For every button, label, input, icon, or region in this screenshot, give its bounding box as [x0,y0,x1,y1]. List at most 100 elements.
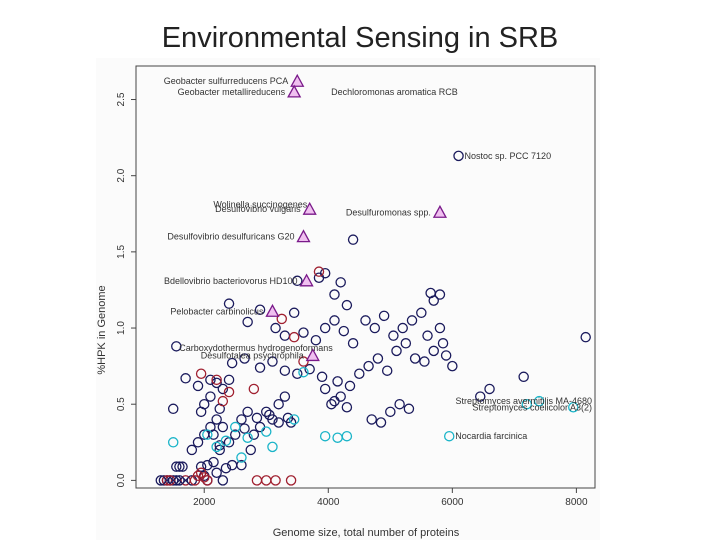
data-point [261,475,272,486]
data-point [372,353,384,364]
data-point [267,441,278,453]
data-point [171,461,182,472]
data-point [360,315,371,326]
data-point [251,475,263,486]
data-point [276,313,288,325]
data-point [205,391,216,402]
highlighted-points [265,73,448,362]
annotation-label: Carboxydothermus hydrogenoformans [179,343,333,353]
data-point [347,234,359,245]
data-point [254,362,266,373]
data-point [279,365,291,376]
highlight-triangle [302,201,317,215]
data-point [288,331,300,343]
x-tick-label: 2000 [193,497,216,508]
data-point [202,429,213,440]
slide-title: Environmental Sensing in SRB [161,22,559,54]
data-point [285,475,297,486]
data-point [202,475,213,486]
data-point [366,414,377,425]
data-point [254,304,266,316]
data-point [474,391,486,402]
data-point [341,402,353,413]
data-point [443,430,455,442]
data-point [220,462,232,474]
data-point [223,386,235,398]
data-point [434,322,446,334]
data-point [391,345,402,357]
highlight-triangle [265,303,280,317]
highlight-triangle [305,348,320,362]
data-point [338,325,350,337]
data-point [316,371,328,383]
data-point [279,391,291,402]
y-axis: 0.0 0.5 1.0 1.5 2.0 2.5 [116,92,136,487]
data-point [326,398,337,410]
scatter-plot-figure: 2000 4000 6000 8000 0.0 0.5 1.0 1.5 2.0 2.5 Geob… [96,58,600,540]
data-point [288,307,300,319]
data-point [453,150,464,162]
data-point [217,395,229,407]
data-point [245,444,256,456]
data-point [239,353,250,364]
data-point [363,360,374,372]
data-point [425,287,436,299]
data-point [195,368,207,379]
data-point [341,430,353,442]
x-tick-label: 8000 [565,497,588,508]
data-point [580,331,591,343]
data-point [319,430,331,442]
data-point [273,398,284,410]
data-point [518,371,529,383]
data-point [202,459,213,471]
data-point [406,315,418,326]
data-point [521,398,533,410]
data-point [242,432,253,443]
data-point [198,472,210,483]
data-point [192,470,204,482]
data-point [440,350,452,361]
data-point [270,322,281,334]
highlight-triangle [432,204,448,218]
data-point [226,357,238,369]
data-point [397,322,408,334]
y-tick-label: 0.5 [116,397,127,411]
highlight-label: Bdellovibrio bacteriovorus HD100 [164,276,298,286]
data-point [341,299,353,311]
annotation-label: Nocardia farcinica [455,431,527,441]
data-point [270,475,281,486]
data-point [211,374,222,386]
data-point [533,395,545,407]
data-point [568,402,579,413]
data-point [428,345,439,357]
data-point [217,475,229,486]
y-tick-label: 0.0 [116,473,127,487]
highlight-label: Desulfotalea psychrophila [201,350,304,360]
data-point [205,374,216,386]
data-point [248,429,260,440]
data-point [319,383,331,395]
data-point [416,307,427,319]
data-point [167,403,179,415]
data-point [292,368,303,379]
data-point [304,363,315,375]
data-point [273,417,284,428]
highlight-label: Desulfuromonas spp. [346,207,431,217]
data-point [385,406,396,418]
cross-point [169,476,178,485]
data-point [208,429,219,440]
data-point [313,266,325,277]
data-point [198,398,210,410]
highlight-label: Geobacter sulfurreducens PCA [164,76,289,86]
data-point [447,360,458,372]
annotation-label: Dechloromonas aromatica RCB [331,87,458,97]
y-tick-label: 2.5 [116,92,127,106]
data-point [195,461,207,472]
data-point [434,289,446,300]
data-point [186,444,198,456]
data-point [254,421,266,433]
data-point [223,374,235,386]
data-point [214,444,225,456]
data-point [298,327,309,338]
data-point [229,421,241,433]
